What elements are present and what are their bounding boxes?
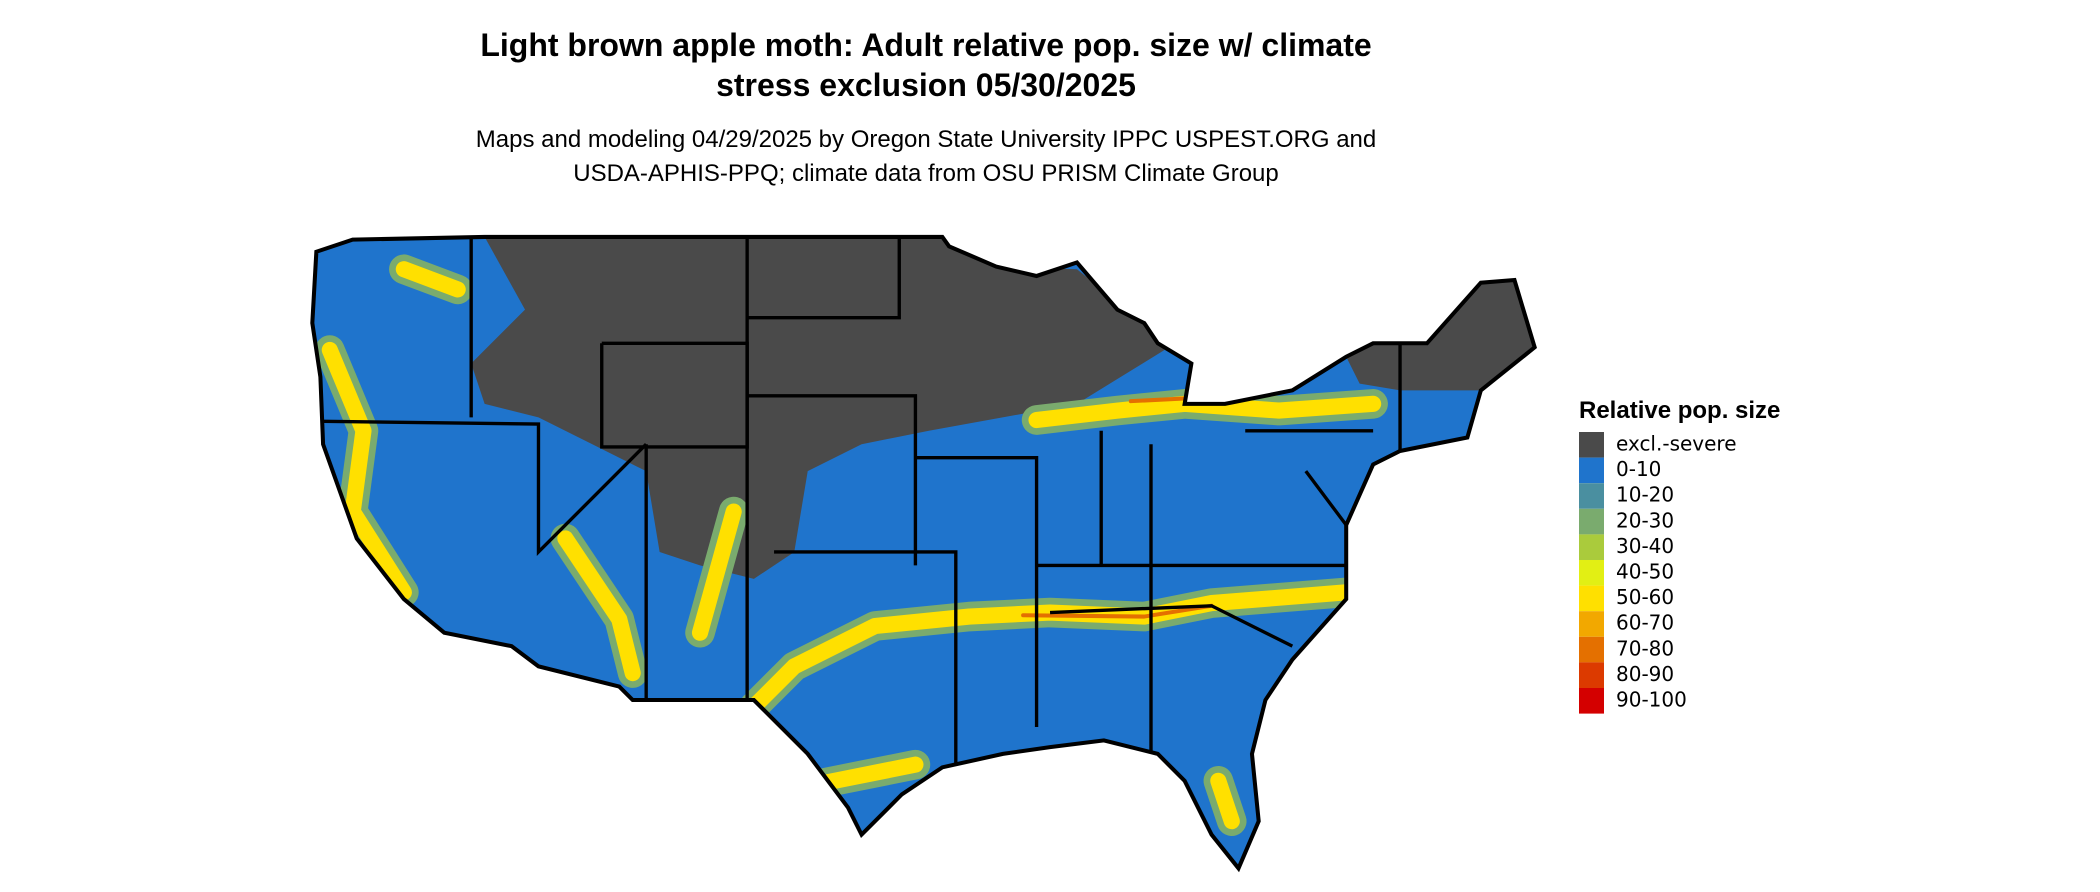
legend-swatch: [1579, 636, 1604, 663]
title-line: stress exclusion 05/30/2025: [716, 67, 1136, 103]
legend-swatch: [1579, 662, 1604, 688]
legend-label: 30-40: [1616, 534, 1674, 558]
legend-swatch: [1579, 534, 1604, 560]
excluded-area: [471, 236, 1165, 579]
excluded-area: [1346, 280, 1535, 391]
legend-label: 10-20: [1616, 483, 1674, 507]
legend-label: 60-70: [1616, 611, 1674, 635]
legend-swatch: [1579, 560, 1604, 586]
legend-swatch: [1579, 508, 1604, 535]
legend-swatch: [1579, 432, 1604, 458]
legend-label: 20-30: [1616, 508, 1674, 532]
legend-swatch: [1579, 688, 1604, 714]
map-layers: [315, 236, 1535, 836]
legend-label: 90-100: [1616, 688, 1687, 712]
legend-title: Relative pop. size: [1579, 397, 1780, 424]
title-line: Light brown apple moth: Adult relative p…: [480, 27, 1371, 63]
legend-swatch: [1579, 611, 1604, 637]
legend-label: 80-90: [1616, 662, 1674, 686]
state-borders: [323, 236, 1402, 768]
legend-swatch: [1579, 457, 1604, 484]
legend-label: 0-10: [1616, 457, 1661, 481]
legend-swatch: [1579, 483, 1604, 509]
legend-label: 50-60: [1616, 585, 1674, 609]
legend: Relative pop. size excl.-severe0-1010-20…: [1579, 397, 1780, 714]
legend-label: 70-80: [1616, 636, 1674, 660]
subtitle-line: USDA-APHIS-PPQ; climate data from OSU PR…: [573, 160, 1279, 187]
legend-label: 40-50: [1616, 560, 1674, 584]
legend-swatch: [1579, 585, 1604, 612]
subtitle-line: Maps and modeling 04/29/2025 by Oregon S…: [476, 126, 1376, 153]
legend-label: excl.-severe: [1616, 432, 1737, 456]
map: [312, 237, 1534, 868]
